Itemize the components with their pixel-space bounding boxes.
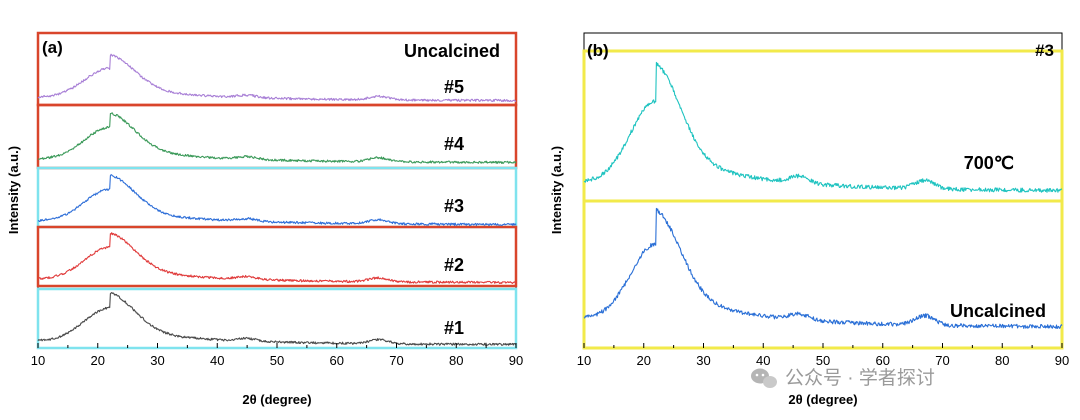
series-label: 700℃ [964, 153, 1014, 173]
series-label: #4 [444, 134, 464, 154]
panel-b-label: (b) [587, 41, 609, 60]
series-label: #2 [444, 255, 464, 275]
panel-a: #5 #4 #3 #2 #1 10 20 30 40 50 60 70 80 90 (a) Uncalc… [6, 31, 523, 407]
panel-a-xlabel: 2θ (degree) [242, 392, 311, 407]
series-line [583, 61, 1063, 193]
series-line [37, 174, 517, 226]
series-line [583, 207, 1063, 330]
x-tick-label: 20 [91, 353, 105, 368]
panel-b: 700℃ Uncalcined 10 20 30 40 50 60 70 80 90 (b) #3… [549, 32, 1069, 407]
watermark: 公众号 · 学者探讨 [751, 367, 935, 389]
x-tick-label: 70 [389, 353, 403, 368]
series-label: #3 [444, 196, 464, 216]
x-tick-label: 40 [756, 353, 770, 368]
x-tick-label: 50 [816, 353, 830, 368]
series-label: #1 [444, 318, 464, 338]
series-line [37, 53, 517, 103]
x-tick-label: 80 [449, 353, 463, 368]
panel-a-label: (a) [42, 38, 63, 57]
watermark-text: 公众号 · 学者探讨 [785, 367, 935, 389]
panel-a-title: Uncalcined [404, 41, 500, 61]
x-tick-label: 30 [150, 353, 164, 368]
series-label: #5 [444, 77, 464, 97]
x-tick-label: 30 [696, 353, 710, 368]
series-line [37, 232, 517, 284]
x-tick-label: 90 [509, 353, 523, 368]
x-tick-label: 80 [995, 353, 1009, 368]
series-box [36, 225, 518, 288]
panel-b-title: #3 [1035, 41, 1054, 60]
series-label: Uncalcined [950, 301, 1046, 321]
panel-a-ylabel: Intensity (a.u.) [6, 146, 21, 234]
x-tick-label: 20 [637, 353, 651, 368]
x-tick-label: 10 [31, 353, 45, 368]
x-tick-label: 60 [330, 353, 344, 368]
x-tick-label: 40 [210, 353, 224, 368]
x-tick-label: 60 [876, 353, 890, 368]
wechat-icon [751, 368, 777, 388]
x-tick-label: 50 [270, 353, 284, 368]
series-line [37, 112, 517, 164]
panel-b-ylabel: Intensity (a.u.) [549, 146, 564, 234]
series-line [37, 292, 517, 346]
x-tick-label: 70 [935, 353, 949, 368]
x-tick-label: 10 [577, 353, 591, 368]
panel-b-xlabel: 2θ (degree) [788, 392, 857, 407]
x-tick-label: 90 [1055, 353, 1069, 368]
